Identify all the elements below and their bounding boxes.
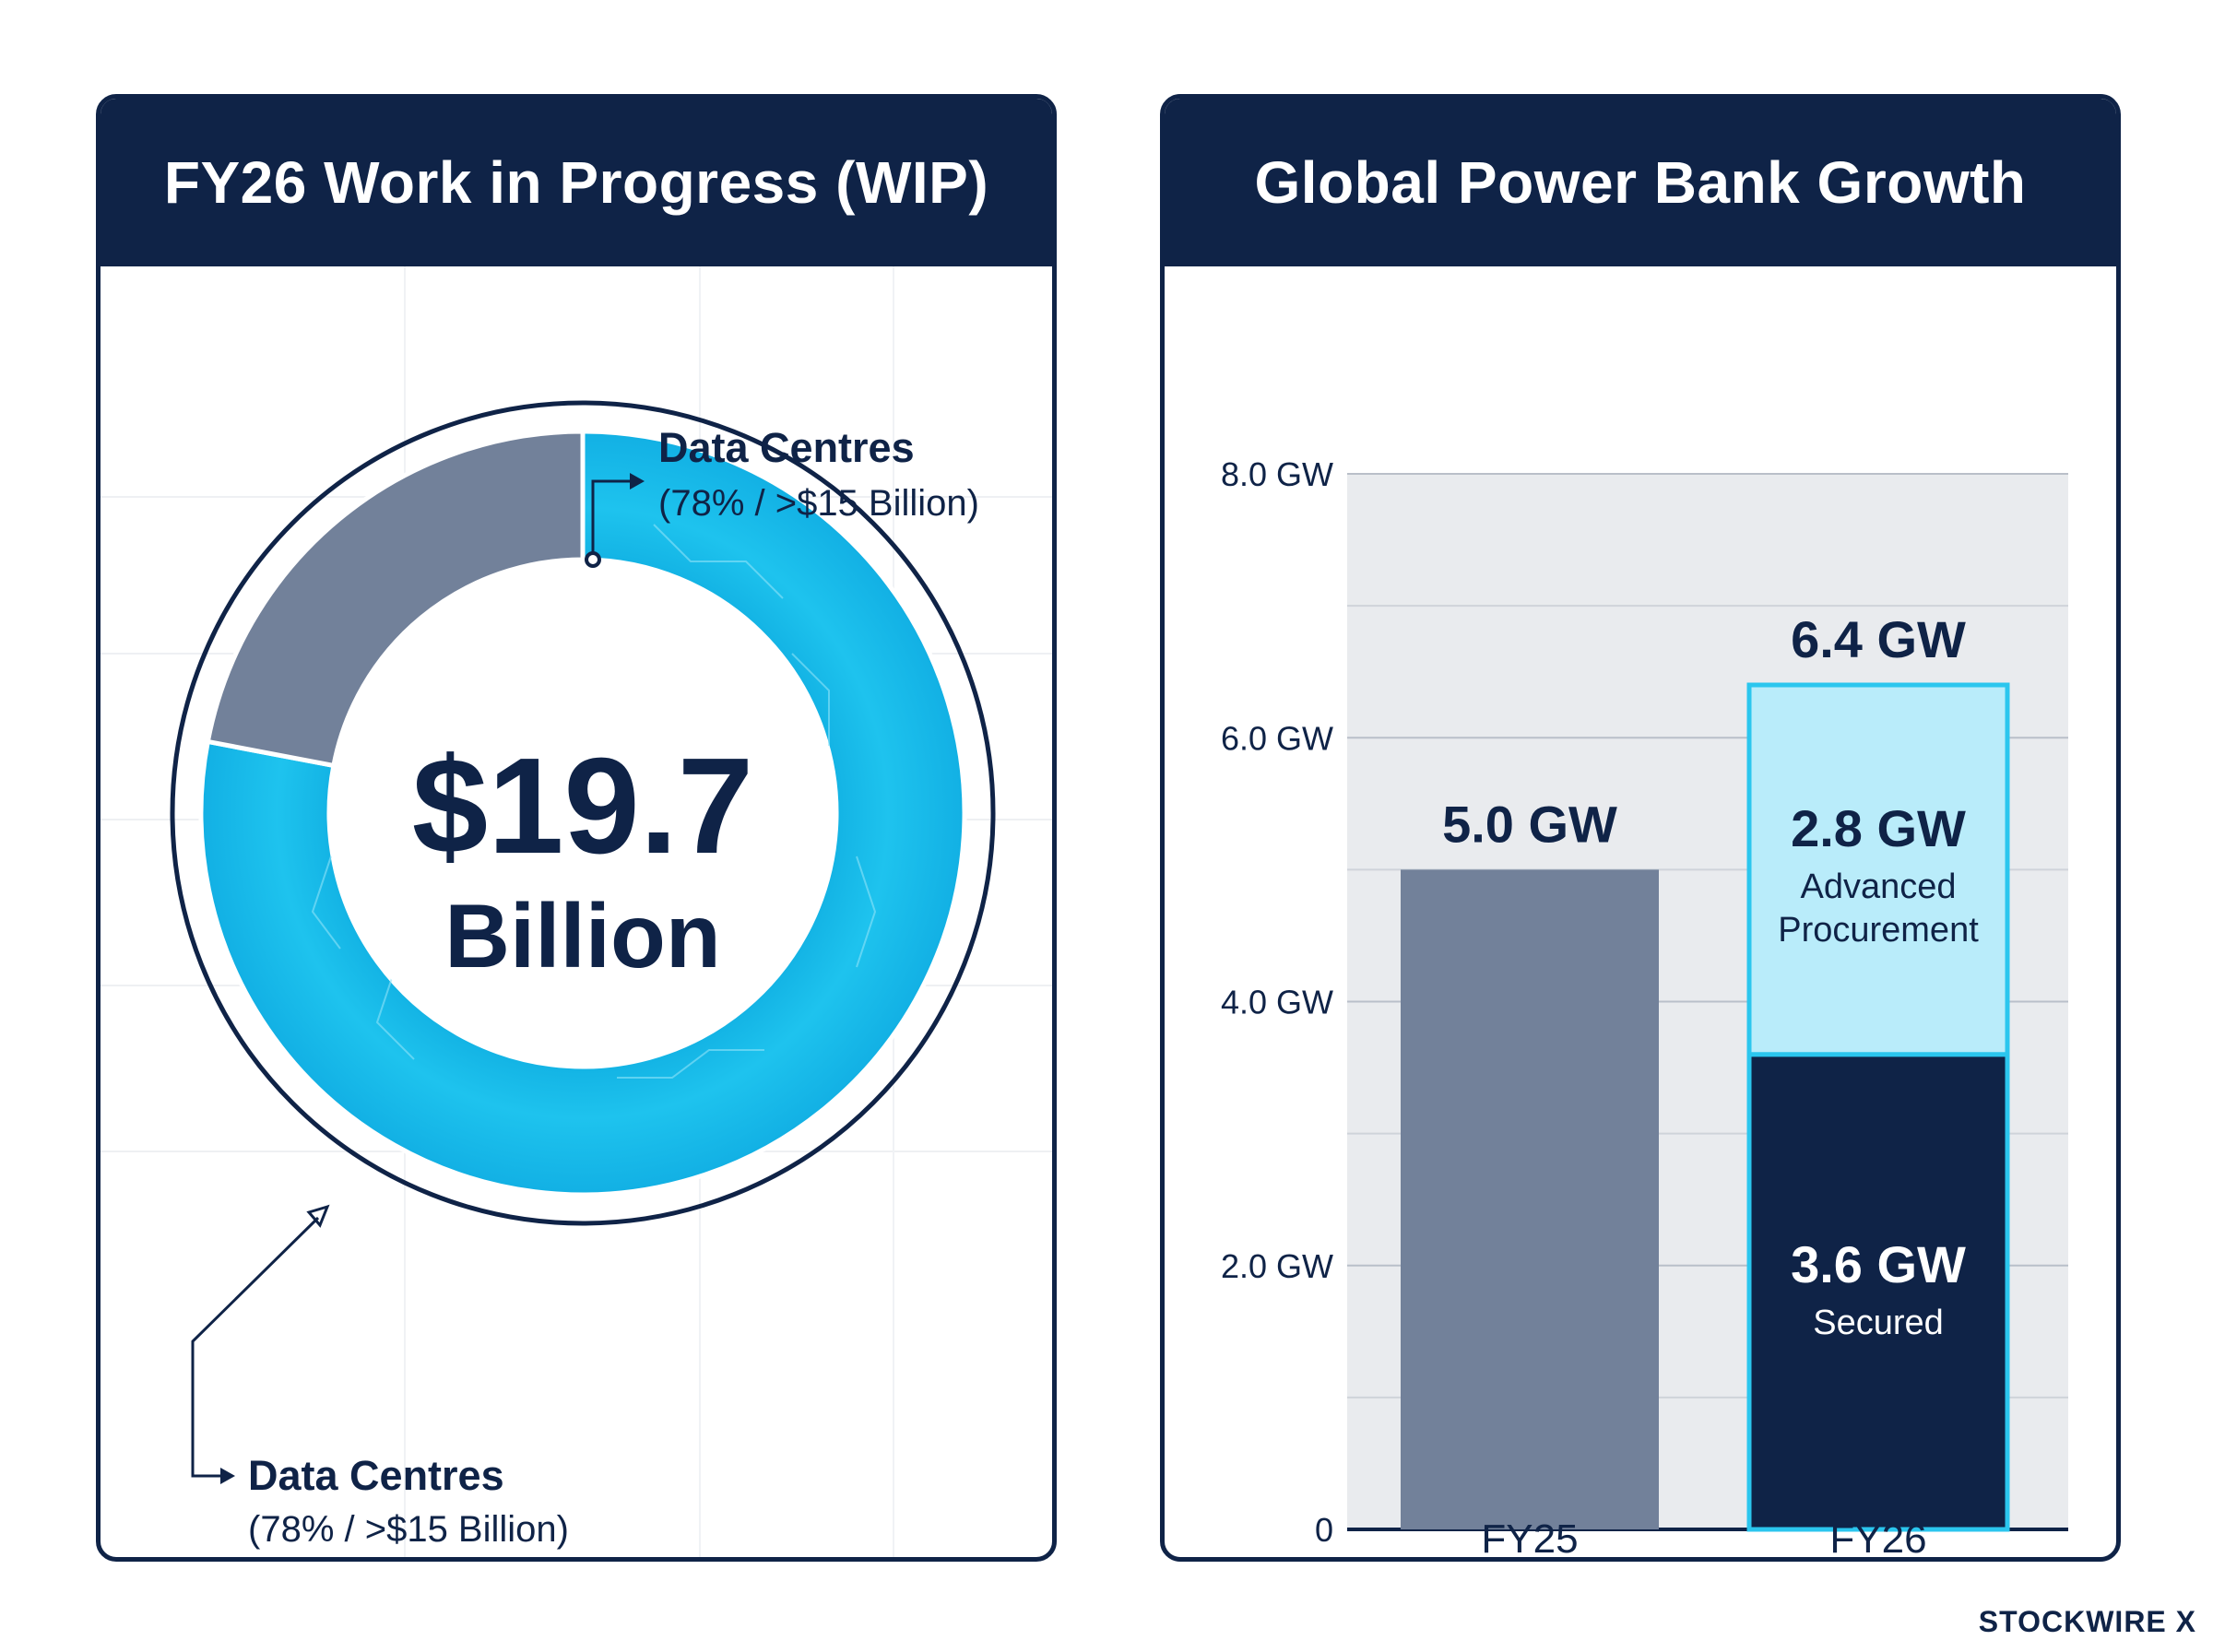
donut-outer-ring	[170, 400, 996, 1226]
callout-bottom: Data Centres (78% / >$15 Billion)	[191, 1204, 569, 1550]
callout-top-label: Data Centres	[658, 424, 915, 471]
bar-segment-secured	[1746, 1052, 2010, 1532]
center-value: $19.7	[412, 730, 753, 882]
circuit-decoration	[311, 524, 877, 1079]
donut-hole	[329, 560, 836, 1067]
power-bank-panel-title: Global Power Bank Growth	[1165, 99, 2116, 266]
arrow-up-icon	[306, 1204, 330, 1228]
callout-top-detail: (78% / >$15 Billion)	[658, 483, 979, 524]
bar-segment-advanced-procurement	[1746, 682, 2010, 1057]
x-category-label: FY25	[1481, 1516, 1578, 1562]
y-tick-label: 8.0 GW	[1221, 455, 1333, 493]
callout-top-line	[591, 479, 632, 553]
x-category-label: FY26	[1829, 1516, 1926, 1562]
callout-bottom-detail: (78% / >$15 Billion)	[248, 1509, 569, 1550]
y-tick-label: 6.0 GW	[1221, 719, 1333, 757]
bar-total-label: 6.4 GW	[1791, 610, 1966, 668]
wip-panel: FY26 Work in Progress (WIP)	[96, 94, 1057, 1562]
bar-total-label: 5.0 GW	[1442, 795, 1617, 853]
segment-name-label: Secured	[1813, 1304, 1944, 1342]
segment-value-label: 2.8 GW	[1791, 799, 1966, 857]
center-unit: Billion	[444, 885, 720, 986]
callout-bottom-label: Data Centres	[248, 1452, 504, 1499]
y-tick-label: 4.0 GW	[1221, 984, 1333, 1021]
bar-chart: 0 2.0 GW 4.0 GW 6.0 GW 8.0 GW 5.0 GW 3.6 GW Se…	[1221, 455, 2068, 1562]
bar-fy25	[1401, 869, 1659, 1529]
wip-panel-body: $19.7 Billion Data Centres (78% / >$15 B…	[101, 266, 1052, 1557]
arrow-right-icon	[630, 473, 645, 490]
power-bank-panel: Global Power Bank Growth 0 2.0 GW 4.0 GW 6.…	[1160, 94, 2121, 1562]
y-tick-label: 0	[1315, 1511, 1333, 1549]
donut-chart: $19.7 Billion Data Centres (78% / >$15 B…	[101, 266, 1052, 1557]
callout-top: Data Centres (78% / >$15 Billion)	[585, 424, 979, 568]
segment-value-label: 3.6 GW	[1791, 1235, 1966, 1293]
callout-top-dot	[585, 551, 601, 568]
power-bank-panel-body: 0 2.0 GW 4.0 GW 6.0 GW 8.0 GW 5.0 GW 3.6 GW Se…	[1165, 266, 2116, 1562]
segment-name-label: Procurement	[1778, 911, 1979, 950]
arrow-right-icon	[220, 1468, 235, 1484]
y-tick-label: 2.0 GW	[1221, 1247, 1333, 1285]
brand-logo: STOCKWIRE X	[1978, 1605, 2196, 1638]
wip-panel-title: FY26 Work in Progress (WIP)	[101, 99, 1052, 266]
segment-name-label: Advanced	[1800, 867, 1956, 906]
callout-bottom-line	[191, 1216, 320, 1478]
